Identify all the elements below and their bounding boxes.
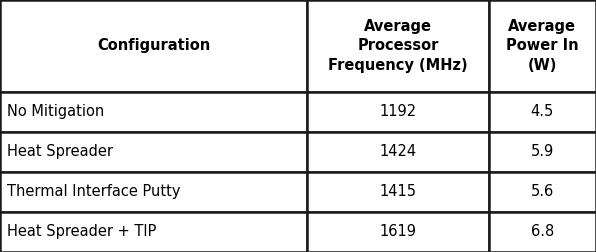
Bar (489, 212, 596, 252)
Bar (307, 0, 489, 92)
Bar (0, 132, 307, 172)
Bar (489, 172, 596, 212)
Text: 1424: 1424 (379, 144, 417, 160)
Text: 1192: 1192 (379, 105, 417, 119)
Bar (489, 132, 596, 172)
Text: 5.6: 5.6 (530, 184, 554, 200)
Bar (0, 172, 307, 212)
Text: 5.9: 5.9 (530, 144, 554, 160)
Text: Heat Spreader + TIP: Heat Spreader + TIP (7, 225, 157, 239)
Text: Configuration: Configuration (97, 39, 210, 53)
Bar (0, 92, 307, 132)
Text: Thermal Interface Putty: Thermal Interface Putty (7, 184, 181, 200)
Text: Average
Power In
(W): Average Power In (W) (506, 19, 579, 73)
Text: 6.8: 6.8 (530, 225, 554, 239)
Text: 1415: 1415 (379, 184, 417, 200)
Text: No Mitigation: No Mitigation (7, 105, 104, 119)
Bar (307, 92, 489, 132)
Bar (0, 0, 307, 92)
Bar (489, 92, 596, 132)
Bar (307, 212, 489, 252)
Bar (0, 212, 307, 252)
Bar (489, 0, 596, 92)
Bar (307, 132, 489, 172)
Text: Heat Spreader: Heat Spreader (7, 144, 113, 160)
Bar (307, 172, 489, 212)
Text: Average
Processor
Frequency (MHz): Average Processor Frequency (MHz) (328, 19, 468, 73)
Text: 4.5: 4.5 (530, 105, 554, 119)
Text: 1619: 1619 (379, 225, 417, 239)
